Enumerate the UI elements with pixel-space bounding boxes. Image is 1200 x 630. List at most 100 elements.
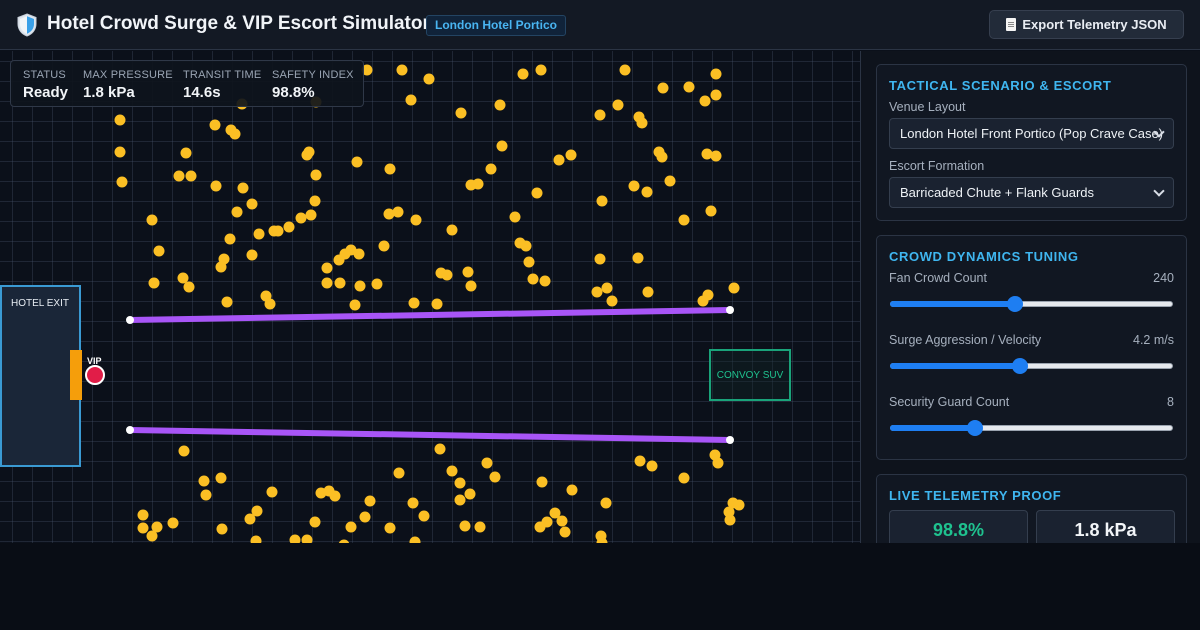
panel-title: LIVE TELEMETRY PROOF bbox=[889, 488, 1062, 503]
crowd-fan-dot bbox=[646, 460, 658, 472]
guard-count-slider[interactable] bbox=[890, 420, 1173, 436]
crowd-fan-dot bbox=[246, 198, 258, 210]
crowd-fan-dot bbox=[405, 94, 417, 106]
stat-value: Ready bbox=[23, 84, 69, 101]
stat-label: TRANSIT TIME bbox=[183, 69, 262, 81]
crowd-fan-dot bbox=[527, 273, 539, 285]
crowd-fan-dot bbox=[353, 248, 365, 260]
crowd-fan-dot bbox=[535, 64, 547, 76]
stat-transit-time: TRANSIT TIME 14.6s bbox=[183, 69, 261, 101]
crowd-fan-dot bbox=[683, 81, 695, 93]
convoy-suv-label: CONVOY SUV bbox=[716, 369, 784, 381]
panel-title: TACTICAL SCENARIO & ESCORT bbox=[889, 78, 1112, 93]
crowd-fan-dot bbox=[472, 178, 484, 190]
venue-layout-label: Venue Layout bbox=[889, 100, 966, 114]
fan-count-slider[interactable] bbox=[890, 296, 1173, 312]
crowd-fan-dot bbox=[229, 128, 241, 140]
slider-thumb[interactable] bbox=[966, 420, 983, 436]
crowd-fan-dot bbox=[345, 521, 357, 533]
barricade-anchor bbox=[726, 436, 734, 444]
export-button-label: Export Telemetry JSON bbox=[1022, 17, 1167, 32]
crowd-fan-dot bbox=[496, 140, 508, 152]
crowd-fan-dot bbox=[539, 275, 551, 287]
crowd-fan-dot bbox=[628, 180, 640, 192]
crowd-fan-dot bbox=[642, 286, 654, 298]
crowd-fan-dot bbox=[305, 209, 317, 221]
stats-overlay: STATUS Ready MAX PRESSURE 1.8 kPa TRANSI… bbox=[10, 60, 364, 107]
crowd-fan-dot bbox=[464, 488, 476, 500]
crowd-fan-dot bbox=[454, 494, 466, 506]
crowd-fan-dot bbox=[359, 511, 371, 523]
crowd-fan-dot bbox=[173, 170, 185, 182]
control-sidebar: TACTICAL SCENARIO & ESCORT Venue Layout … bbox=[860, 51, 1200, 543]
vip-label: VIP bbox=[87, 356, 102, 366]
venue-layout-select[interactable]: London Hotel Front Portico (Pop Crave Ca… bbox=[889, 118, 1174, 149]
south-barricade bbox=[127, 427, 733, 443]
export-telemetry-button[interactable]: Export Telemetry JSON bbox=[989, 10, 1184, 39]
stat-label: MAX PRESSURE bbox=[83, 69, 173, 81]
crowd-fan-dot bbox=[553, 154, 565, 166]
crowd-fan-dot bbox=[520, 240, 532, 252]
crowd-fan-dot bbox=[699, 95, 711, 107]
crowd-fan-dot bbox=[349, 299, 361, 311]
crowd-fan-dot bbox=[364, 495, 376, 507]
guard-count-value: 8 bbox=[1167, 395, 1174, 409]
crowd-fan-dot bbox=[209, 119, 221, 131]
crowd-fan-dot bbox=[329, 490, 341, 502]
live-telemetry-panel: LIVE TELEMETRY PROOF 98.8% 1.8 kPa bbox=[876, 474, 1187, 543]
crowd-fan-dot bbox=[702, 289, 714, 301]
crowd-fan-dot bbox=[634, 455, 646, 467]
surge-aggression-slider[interactable] bbox=[890, 358, 1173, 374]
slider-thumb[interactable] bbox=[1006, 296, 1023, 312]
crowd-fan-dot bbox=[446, 224, 458, 236]
crowd-fan-dot bbox=[321, 277, 333, 289]
crowd-fan-dot bbox=[534, 521, 546, 533]
crowd-fan-dot bbox=[409, 536, 421, 543]
crowd-fan-dot bbox=[396, 64, 408, 76]
escort-formation-select[interactable]: Barricaded Chute + Flank Guards bbox=[889, 177, 1174, 208]
crowd-fan-dot bbox=[455, 107, 467, 119]
stat-value: 98.8% bbox=[272, 84, 315, 101]
crowd-fan-dot bbox=[465, 280, 477, 292]
crowd-fan-dot bbox=[303, 146, 315, 158]
crowd-fan-dot bbox=[705, 205, 717, 217]
crowd-fan-dot bbox=[146, 214, 158, 226]
surge-aggression-value: 4.2 m/s bbox=[1133, 333, 1174, 347]
crowd-fan-dot bbox=[224, 233, 236, 245]
crowd-fan-dot bbox=[434, 443, 446, 455]
crowd-fan-dot bbox=[408, 297, 420, 309]
crowd-fan-dot bbox=[251, 505, 263, 517]
stat-label: SAFETY INDEX bbox=[272, 69, 354, 81]
crowd-fan-dot bbox=[272, 225, 284, 237]
crowd-fan-dot bbox=[678, 214, 690, 226]
crowd-fan-dot bbox=[636, 117, 648, 129]
stat-value: 1.8 kPa bbox=[83, 84, 135, 101]
crowd-fan-dot bbox=[641, 186, 653, 198]
crowd-fan-dot bbox=[656, 151, 668, 163]
crowd-fan-dot bbox=[151, 521, 163, 533]
crowd-fan-dot bbox=[459, 520, 471, 532]
crowd-fan-dot bbox=[378, 240, 390, 252]
crowd-fan-dot bbox=[167, 517, 179, 529]
crowd-fan-dot bbox=[594, 253, 606, 265]
vip-marker[interactable] bbox=[85, 365, 105, 385]
crowd-fan-dot bbox=[114, 146, 126, 158]
slider-thumb[interactable] bbox=[1012, 358, 1029, 374]
fan-count-value: 240 bbox=[1153, 271, 1174, 285]
stat-value: 14.6s bbox=[183, 84, 221, 101]
telemetry-safety-index: 98.8% bbox=[889, 510, 1028, 543]
crowd-fan-dot bbox=[446, 465, 458, 477]
panel-title: CROWD DYNAMICS TUNING bbox=[889, 249, 1079, 264]
crowd-fan-dot bbox=[489, 471, 501, 483]
crowd-fan-dot bbox=[728, 282, 740, 294]
crowd-layer bbox=[114, 64, 745, 543]
crowd-fan-dot bbox=[231, 206, 243, 218]
crowd-fan-dot bbox=[733, 499, 745, 511]
crowd-fan-dot bbox=[712, 457, 724, 469]
crowd-fan-dot bbox=[185, 170, 197, 182]
simulation-canvas[interactable]: HOTEL EXIT VIP CONVOY SUV STATUS Ready M… bbox=[0, 51, 860, 543]
crowd-fan-dot bbox=[393, 467, 405, 479]
crowd-fan-dot bbox=[441, 269, 453, 281]
crowd-fan-dot bbox=[556, 515, 568, 527]
crowd-fan-dot bbox=[215, 261, 227, 273]
